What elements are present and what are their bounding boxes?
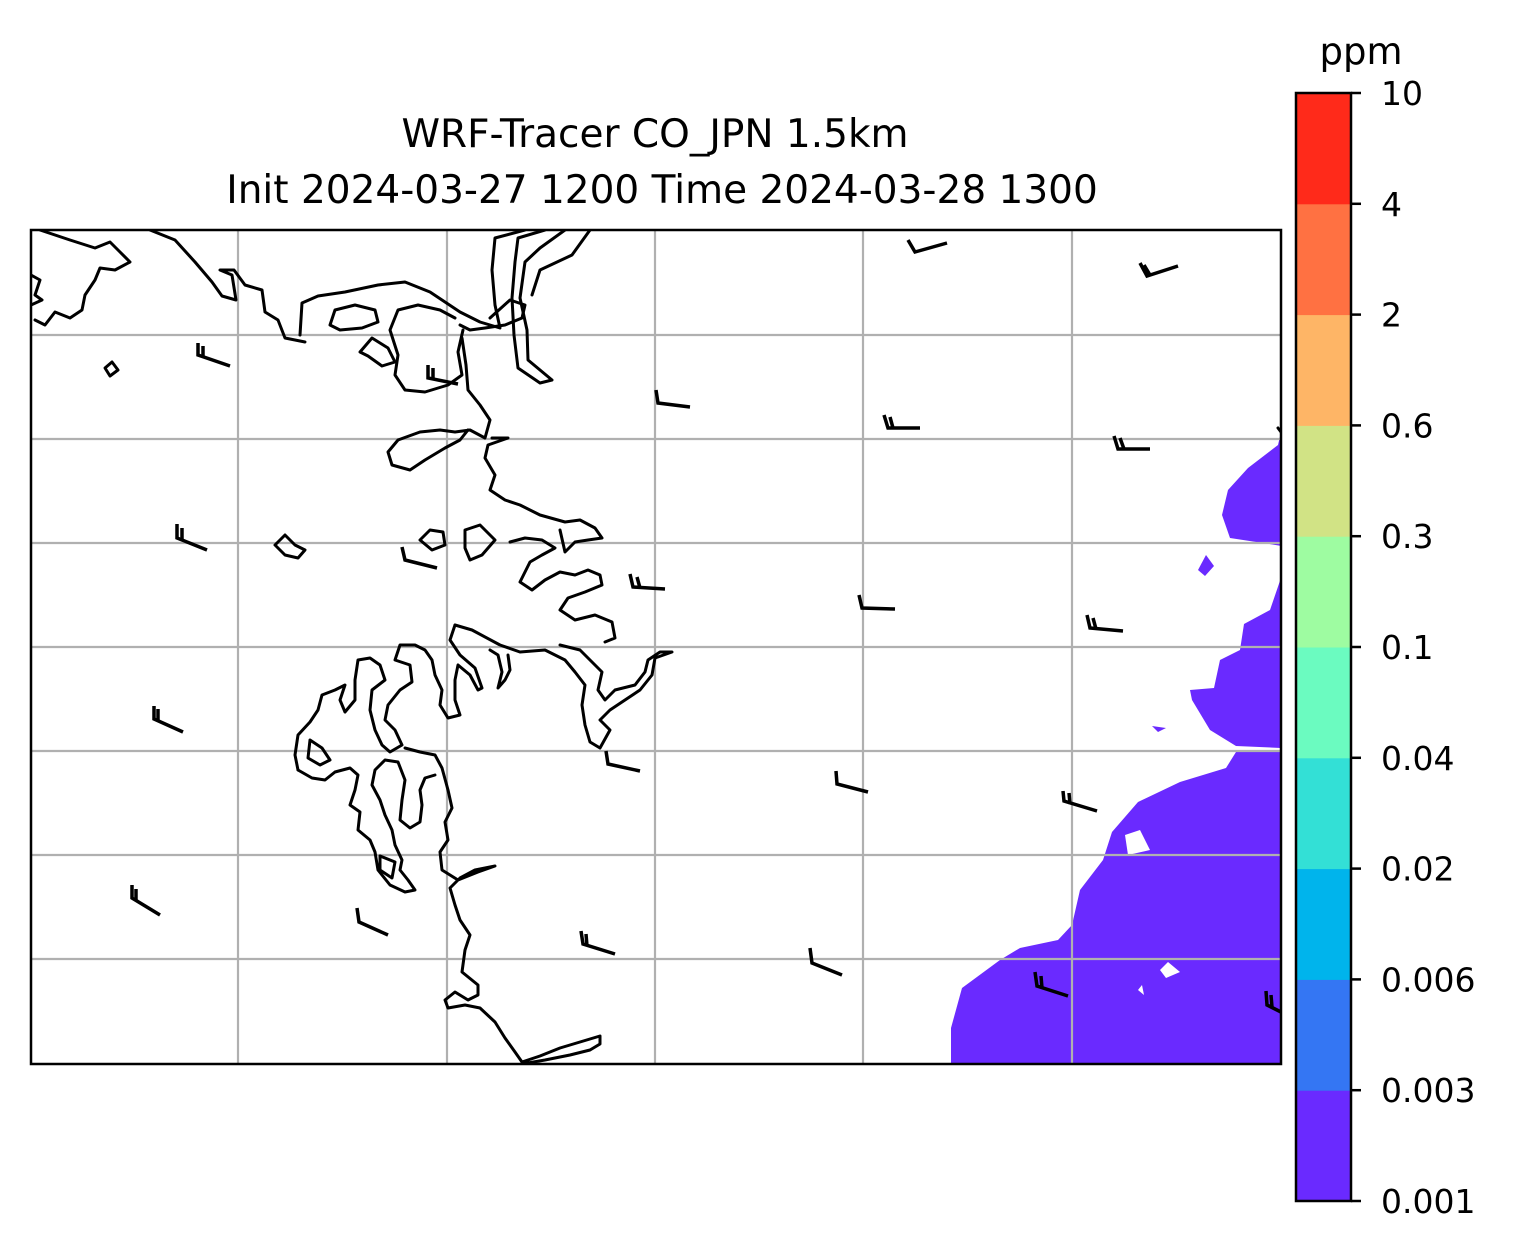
colorbar-segment [1296, 757, 1351, 870]
gridlines [31, 230, 1281, 1064]
wind-barb [196, 343, 231, 368]
co-concentration-field [951, 432, 1281, 1064]
colorbar-tick-label: 0.006 [1381, 960, 1475, 999]
co-field-hole-1 [1125, 830, 1150, 855]
wind-barbs [130, 239, 1281, 1014]
wind-barb [1085, 614, 1124, 633]
colorbar-tick-label: 0.02 [1381, 850, 1454, 889]
wind-barb [1061, 790, 1098, 813]
wind-barb [808, 947, 843, 977]
colorbar-tick-label: 4 [1381, 185, 1402, 224]
colorbar-tick-label: 2 [1381, 296, 1402, 335]
colorbar: ppm 0.001 0.003 0.006 0.02 0.04 0.1 0.3 0.6 2 4 10 [1294, 30, 1475, 1221]
wind-barb [882, 414, 920, 430]
wind-barb [834, 770, 869, 794]
colorbar-tick-label: 0.3 [1381, 517, 1433, 556]
colorbar-segment [1296, 647, 1351, 759]
colorbar-segment [1296, 979, 1351, 1091]
colorbar-unit-label: ppm [1319, 30, 1402, 73]
wind-barb [175, 524, 208, 552]
wind-barb [1112, 435, 1150, 451]
colorbar-tick-label: 10 [1381, 74, 1423, 113]
wind-barb [1138, 262, 1179, 279]
colorbar-segment [1296, 425, 1351, 537]
colorbar-tick-label: 0.6 [1381, 406, 1433, 445]
wind-barb [1033, 971, 1069, 998]
co-field-region-east [1190, 432, 1281, 748]
wind-barb [579, 930, 616, 956]
title-line-1: WRF-Tracer CO_JPN 1.5km [401, 112, 908, 157]
wind-barb [857, 594, 896, 611]
wind-barb [400, 546, 438, 570]
wind-barb [426, 365, 459, 386]
wind-barb [355, 907, 389, 937]
map-panel [29, 228, 1283, 1066]
colorbar-segment [1296, 1090, 1351, 1202]
wind-barb [604, 750, 641, 773]
wind-barb [628, 573, 666, 591]
co-field-patch [1198, 555, 1214, 576]
co-field-hole-2 [1160, 962, 1180, 978]
colorbar-tick-label: 0.04 [1381, 739, 1454, 778]
wind-barb [130, 885, 161, 917]
colorbar-tick-label: 0.001 [1381, 1182, 1475, 1221]
map-frame [29, 228, 1283, 1066]
wind-barb [1264, 990, 1281, 1014]
co-field-sliver [1152, 726, 1166, 732]
colorbar-segment [1296, 868, 1351, 980]
co-field-region-south [951, 752, 1281, 1064]
coastlines [31, 230, 1281, 1064]
co-field-hole-3 [1138, 985, 1144, 995]
title-line-2: Init 2024-03-27 1200 Time 2024-03-28 130… [226, 168, 1098, 213]
coastline-north [33, 230, 132, 327]
colorbar-segment [1296, 314, 1351, 426]
wind-barb [152, 706, 184, 734]
colorbar-tick-label: 0.003 [1381, 1071, 1475, 1110]
colorbar-segment [1296, 203, 1351, 316]
colorbar-tick-label: 0.1 [1381, 628, 1433, 667]
colorbar-segment [1296, 93, 1351, 205]
wind-barb [906, 239, 948, 255]
wind-barb [654, 389, 691, 409]
colorbar-segment [1296, 536, 1351, 648]
